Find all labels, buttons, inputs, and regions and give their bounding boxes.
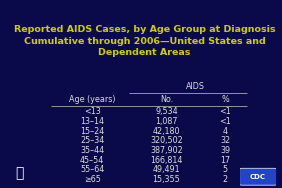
Text: 1,087: 1,087 [155, 117, 178, 126]
Text: 32: 32 [220, 136, 230, 145]
Text: %: % [222, 95, 229, 104]
Text: 4: 4 [223, 127, 228, 136]
Text: 387,902: 387,902 [150, 146, 183, 155]
Text: <1: <1 [219, 107, 231, 116]
Text: 9,534: 9,534 [155, 107, 178, 116]
Text: 17: 17 [220, 156, 230, 165]
Text: ≥65: ≥65 [84, 175, 100, 184]
Text: <1: <1 [219, 117, 231, 126]
Text: AIDS: AIDS [186, 83, 205, 92]
Text: 🦅: 🦅 [16, 166, 24, 180]
Text: 2: 2 [223, 175, 228, 184]
Text: 13–14: 13–14 [80, 117, 104, 126]
Text: CDC: CDC [250, 174, 266, 180]
Text: 15–24: 15–24 [80, 127, 104, 136]
Text: 5: 5 [223, 165, 228, 174]
Text: Reported AIDS Cases, by Age Group at Diagnosis
Cumulative through 2006—United St: Reported AIDS Cases, by Age Group at Dia… [14, 25, 275, 57]
Text: 25–34: 25–34 [80, 136, 104, 145]
Text: 15,355: 15,355 [153, 175, 180, 184]
Text: 320,502: 320,502 [150, 136, 183, 145]
Text: No.: No. [160, 95, 173, 104]
Text: 35–44: 35–44 [80, 146, 104, 155]
Text: 55–64: 55–64 [80, 165, 104, 174]
Text: 49,491: 49,491 [153, 165, 180, 174]
Text: <13: <13 [84, 107, 100, 116]
Text: 42,180: 42,180 [153, 127, 180, 136]
FancyBboxPatch shape [240, 168, 276, 185]
Text: 166,814: 166,814 [150, 156, 182, 165]
Text: Age (years): Age (years) [69, 95, 115, 104]
Text: 45–54: 45–54 [80, 156, 104, 165]
Text: 39: 39 [220, 146, 230, 155]
